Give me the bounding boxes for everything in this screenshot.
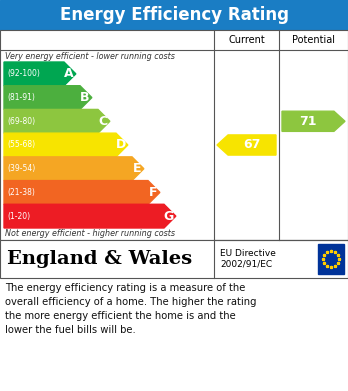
Text: (39-54): (39-54) (7, 164, 35, 173)
Text: G: G (164, 210, 174, 222)
Text: F: F (149, 186, 158, 199)
Text: (1-20): (1-20) (7, 212, 30, 221)
Text: the more energy efficient the home is and the: the more energy efficient the home is an… (5, 311, 236, 321)
Polygon shape (217, 135, 276, 155)
Bar (318, 244, 344, 274)
Bar (0, 0, 348, 30)
Text: B: B (80, 91, 90, 104)
Polygon shape (4, 133, 128, 157)
Text: D: D (116, 138, 126, 151)
Text: (21-38): (21-38) (7, 188, 35, 197)
Text: (55-68): (55-68) (7, 140, 35, 149)
Text: C: C (99, 115, 108, 128)
Text: EU Directive: EU Directive (220, 249, 276, 258)
Polygon shape (4, 181, 160, 204)
Bar (0, 30, 348, 240)
Polygon shape (4, 62, 76, 86)
Polygon shape (4, 109, 110, 133)
Polygon shape (4, 157, 144, 181)
Text: England & Wales: England & Wales (7, 250, 192, 268)
Text: Potential: Potential (292, 35, 335, 45)
Text: lower the fuel bills will be.: lower the fuel bills will be. (5, 325, 136, 335)
Text: 71: 71 (299, 115, 317, 128)
Text: Very energy efficient - lower running costs: Very energy efficient - lower running co… (5, 52, 175, 61)
Polygon shape (4, 204, 176, 228)
Text: overall efficiency of a home. The higher the rating: overall efficiency of a home. The higher… (5, 297, 256, 307)
Text: (92-100): (92-100) (7, 69, 40, 78)
Polygon shape (282, 111, 345, 131)
Text: 2002/91/EC: 2002/91/EC (220, 260, 272, 269)
Text: Current: Current (228, 35, 265, 45)
Text: 67: 67 (243, 138, 261, 151)
Bar (0, 240, 348, 278)
Text: The energy efficiency rating is a measure of the: The energy efficiency rating is a measur… (5, 283, 245, 293)
Text: Energy Efficiency Rating: Energy Efficiency Rating (60, 6, 288, 24)
Text: A: A (64, 67, 74, 81)
Text: Not energy efficient - higher running costs: Not energy efficient - higher running co… (5, 229, 175, 238)
Text: (81-91): (81-91) (7, 93, 35, 102)
Text: E: E (133, 162, 142, 175)
Polygon shape (4, 86, 92, 109)
Text: (69-80): (69-80) (7, 117, 35, 126)
